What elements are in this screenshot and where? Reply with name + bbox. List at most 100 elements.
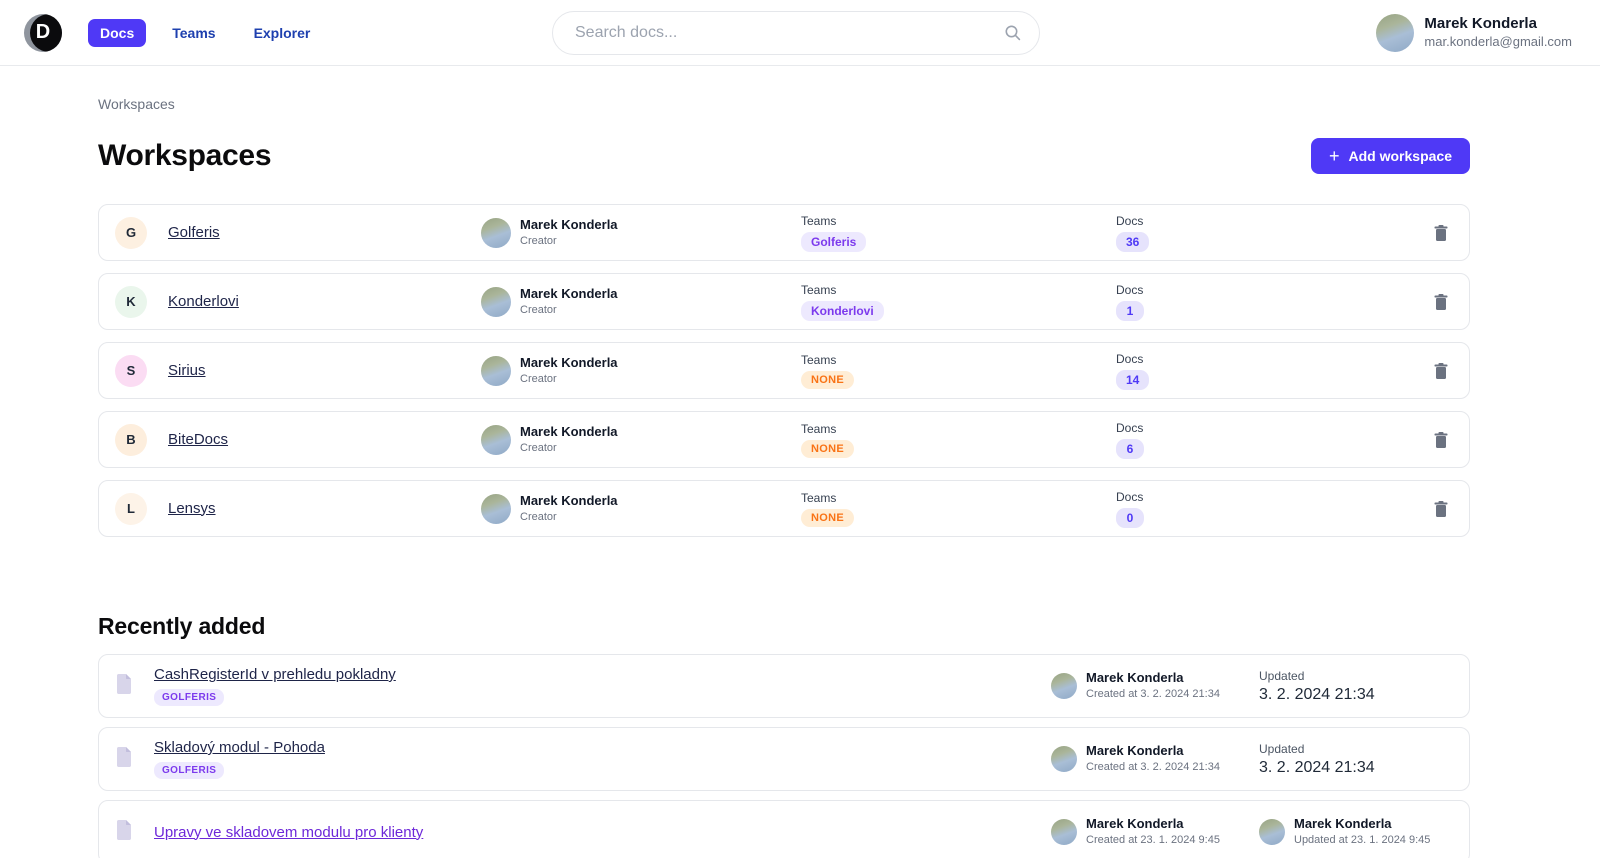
workspace-name-link[interactable]: Lensys	[168, 499, 216, 517]
top-navbar: D Docs Teams Explorer Marek Konderla mar…	[0, 0, 1600, 66]
delete-workspace-button[interactable]	[1429, 496, 1453, 522]
docs-count-badge: 6	[1116, 438, 1144, 459]
doc-creator-name: Marek Konderla	[1086, 670, 1184, 686]
docs-column: Docs 1	[1116, 283, 1426, 321]
search-input[interactable]	[552, 11, 1040, 55]
delete-workspace-button[interactable]	[1429, 427, 1453, 453]
updated-label: Updated	[1259, 741, 1305, 756]
docs-count-badge: 1	[1116, 300, 1144, 321]
teams-column-label: Teams	[801, 213, 837, 228]
user-menu[interactable]: Marek Konderla mar.konderla@gmail.com	[1376, 13, 1572, 52]
docs-column-label: Docs	[1116, 351, 1144, 366]
doc-creator-avatar	[1051, 819, 1077, 845]
docs-column-label: Docs	[1116, 420, 1144, 435]
team-badge: Golferis	[801, 231, 867, 252]
document-icon	[117, 673, 131, 694]
trash-icon	[1434, 293, 1448, 310]
teams-column-label: Teams	[801, 282, 837, 297]
team-badge: Konderlovi	[801, 300, 884, 321]
creator-block: Marek Konderla Creator	[481, 217, 801, 248]
workspace-name-link[interactable]: Golferis	[168, 223, 220, 241]
doc-updater-name: Marek Konderla	[1294, 816, 1392, 832]
recent-doc-row: CashRegisterId v prehledu pokladny GOLFE…	[98, 654, 1470, 718]
docs-count-badge: 36	[1116, 231, 1150, 252]
breadcrumb[interactable]: Workspaces	[98, 96, 175, 112]
teams-column: Teams NONE	[801, 353, 1116, 389]
doc-title-link[interactable]: Skladový modul - Pohoda	[154, 739, 325, 756]
workspace-initial-avatar: B	[115, 423, 147, 456]
doc-workspace-badge: GOLFERIS	[154, 689, 225, 706]
workspace-name-link[interactable]: Sirius	[168, 361, 206, 379]
nav-item-teams[interactable]: Teams	[172, 24, 216, 41]
delete-workspace-button[interactable]	[1429, 289, 1453, 315]
workspace-initial-letter: K	[126, 294, 136, 309]
doc-title-link[interactable]: Upravy ve skladovem modulu pro klienty	[154, 823, 424, 841]
document-icon	[117, 819, 131, 840]
docs-column: Docs 36	[1116, 214, 1426, 252]
trash-icon	[1434, 431, 1448, 448]
creator-avatar	[481, 424, 511, 455]
creator-name: Marek Konderla	[520, 216, 618, 232]
docs-column-label: Docs	[1116, 489, 1144, 504]
workspace-row: G Golferis Marek Konderla Creator Teams …	[98, 204, 1470, 261]
creator-block: Marek Konderla Creator	[481, 355, 801, 386]
creator-name: Marek Konderla	[520, 285, 618, 301]
delete-workspace-button[interactable]	[1429, 358, 1453, 384]
teams-column-label: Teams	[801, 490, 837, 505]
workspace-row: L Lensys Marek Konderla Creator Teams NO…	[98, 480, 1470, 537]
search-icon	[1004, 24, 1022, 47]
workspace-initial-letter: B	[126, 432, 136, 447]
creator-role-label: Creator	[520, 372, 557, 385]
search-bar	[552, 11, 1040, 55]
doc-updater-avatar	[1259, 819, 1285, 845]
updated-label: Updated	[1259, 668, 1305, 683]
creator-avatar	[481, 355, 511, 386]
docs-column: Docs 14	[1116, 352, 1426, 390]
workspace-name-link[interactable]: Konderlovi	[168, 292, 239, 310]
creator-name: Marek Konderla	[520, 354, 618, 370]
doc-creator-block: Marek Konderla Created at 3. 2. 2024 21:…	[1051, 743, 1259, 774]
doc-creator-name: Marek Konderla	[1086, 816, 1184, 832]
creator-avatar	[481, 286, 511, 317]
user-avatar	[1376, 13, 1415, 52]
doc-updater-block: Marek Konderla Updated at 23. 1. 2024 9:…	[1259, 816, 1453, 847]
doc-creator-block: Marek Konderla Created at 23. 1. 2024 9:…	[1051, 816, 1259, 847]
updated-date: 3. 2. 2024 21:34	[1259, 758, 1375, 776]
docs-column-label: Docs	[1116, 282, 1144, 297]
teams-column: Teams Golferis	[801, 214, 1116, 252]
creator-block: Marek Konderla Creator	[481, 286, 801, 317]
recent-docs-list: CashRegisterId v prehledu pokladny GOLFE…	[98, 654, 1470, 858]
docs-count-badge: 14	[1116, 369, 1150, 390]
workspace-initial-avatar: L	[115, 492, 147, 525]
recent-doc-row: Upravy ve skladovem modulu pro klienty M…	[98, 800, 1470, 858]
workspace-name-link[interactable]: BiteDocs	[168, 430, 229, 448]
teams-column: Teams Konderlovi	[801, 283, 1116, 321]
nav-item-explorer[interactable]: Explorer	[253, 24, 311, 41]
doc-updated-block: Updated 3. 2. 2024 21:34	[1259, 669, 1453, 704]
doc-title-link[interactable]: CashRegisterId v prehledu pokladny	[154, 666, 396, 683]
workspace-initial-avatar: G	[115, 216, 147, 249]
creator-name: Marek Konderla	[520, 492, 618, 508]
add-workspace-label: Add workspace	[1348, 148, 1452, 164]
docs-column-label: Docs	[1116, 213, 1144, 228]
main-nav: Docs Teams Explorer	[88, 18, 322, 47]
delete-workspace-button[interactable]	[1429, 220, 1453, 246]
team-badge: NONE	[801, 370, 854, 389]
creator-role-label: Creator	[520, 234, 557, 247]
teams-column-label: Teams	[801, 421, 837, 436]
teams-column: Teams NONE	[801, 491, 1116, 527]
workspace-list: G Golferis Marek Konderla Creator Teams …	[98, 204, 1470, 537]
teams-column: Teams NONE	[801, 422, 1116, 458]
creator-role-label: Creator	[520, 303, 557, 316]
logo-letter: D	[35, 21, 51, 43]
workspace-initial-avatar: K	[115, 285, 147, 318]
user-name: Marek Konderla	[1424, 15, 1537, 32]
recent-doc-row: Skladový modul - Pohoda GOLFERIS Marek K…	[98, 727, 1470, 791]
add-workspace-button[interactable]: + Add workspace	[1311, 138, 1470, 174]
workspace-row: B BiteDocs Marek Konderla Creator Teams …	[98, 411, 1470, 468]
trash-icon	[1434, 224, 1448, 241]
app-logo[interactable]: D	[24, 13, 62, 52]
docs-column: Docs 0	[1116, 490, 1426, 528]
doc-workspace-badge: GOLFERIS	[154, 762, 225, 779]
nav-item-docs[interactable]: Docs	[88, 18, 147, 47]
